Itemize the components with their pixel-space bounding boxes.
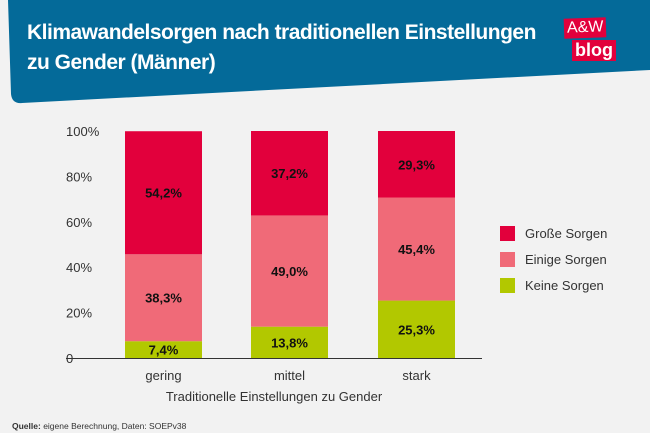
data-label: 25,3% <box>398 322 435 337</box>
legend-label: Keine Sorgen <box>525 278 604 293</box>
y-tick-label: 20% <box>66 306 92 321</box>
x-tick-label: mittel <box>274 368 305 383</box>
y-tick-label: 40% <box>66 260 92 275</box>
bar-segment <box>251 326 328 358</box>
page-title: Klimawandelsorgen nach traditionellen Ei… <box>27 21 536 74</box>
bar-segment <box>125 131 202 255</box>
header-background <box>8 0 650 104</box>
y-tick-label: 80% <box>66 169 92 184</box>
bar-segment <box>378 197 455 301</box>
legend-label: Große Sorgen <box>525 226 607 241</box>
bar-segment <box>125 341 202 358</box>
data-label: 38,3% <box>145 291 182 306</box>
x-tick-label: gering <box>145 368 181 383</box>
source-label: Quelle: <box>12 421 41 431</box>
bar-segment <box>125 254 202 342</box>
data-label: 7,4% <box>149 343 179 358</box>
bar-segment <box>378 131 455 198</box>
legend-swatch <box>500 252 515 267</box>
data-label: 13,8% <box>271 335 308 350</box>
data-label: 37,2% <box>271 166 308 181</box>
x-axis-title: Traditionelle Einstellungen zu Gender <box>166 389 383 404</box>
bar-segment <box>251 215 328 327</box>
data-label: 29,3% <box>398 157 435 172</box>
x-tick-label: stark <box>402 368 431 383</box>
data-label: 49,0% <box>271 264 308 279</box>
legend-label: Einige Sorgen <box>525 252 607 267</box>
data-label: 45,4% <box>398 242 435 257</box>
y-tick-label: 60% <box>66 215 92 230</box>
source-note: Quelle: eigene Berechnung, Daten: SOEPv3… <box>12 421 186 431</box>
bar-segment <box>251 131 328 216</box>
legend-swatch <box>500 226 515 241</box>
header-banner <box>8 0 650 104</box>
bar-segment <box>378 300 455 358</box>
legend-swatch <box>500 278 515 293</box>
data-label: 54,2% <box>145 186 182 201</box>
source-text: eigene Berechnung, Daten: SOEPv38 <box>43 421 187 431</box>
y-tick-label: 100% <box>66 124 100 139</box>
